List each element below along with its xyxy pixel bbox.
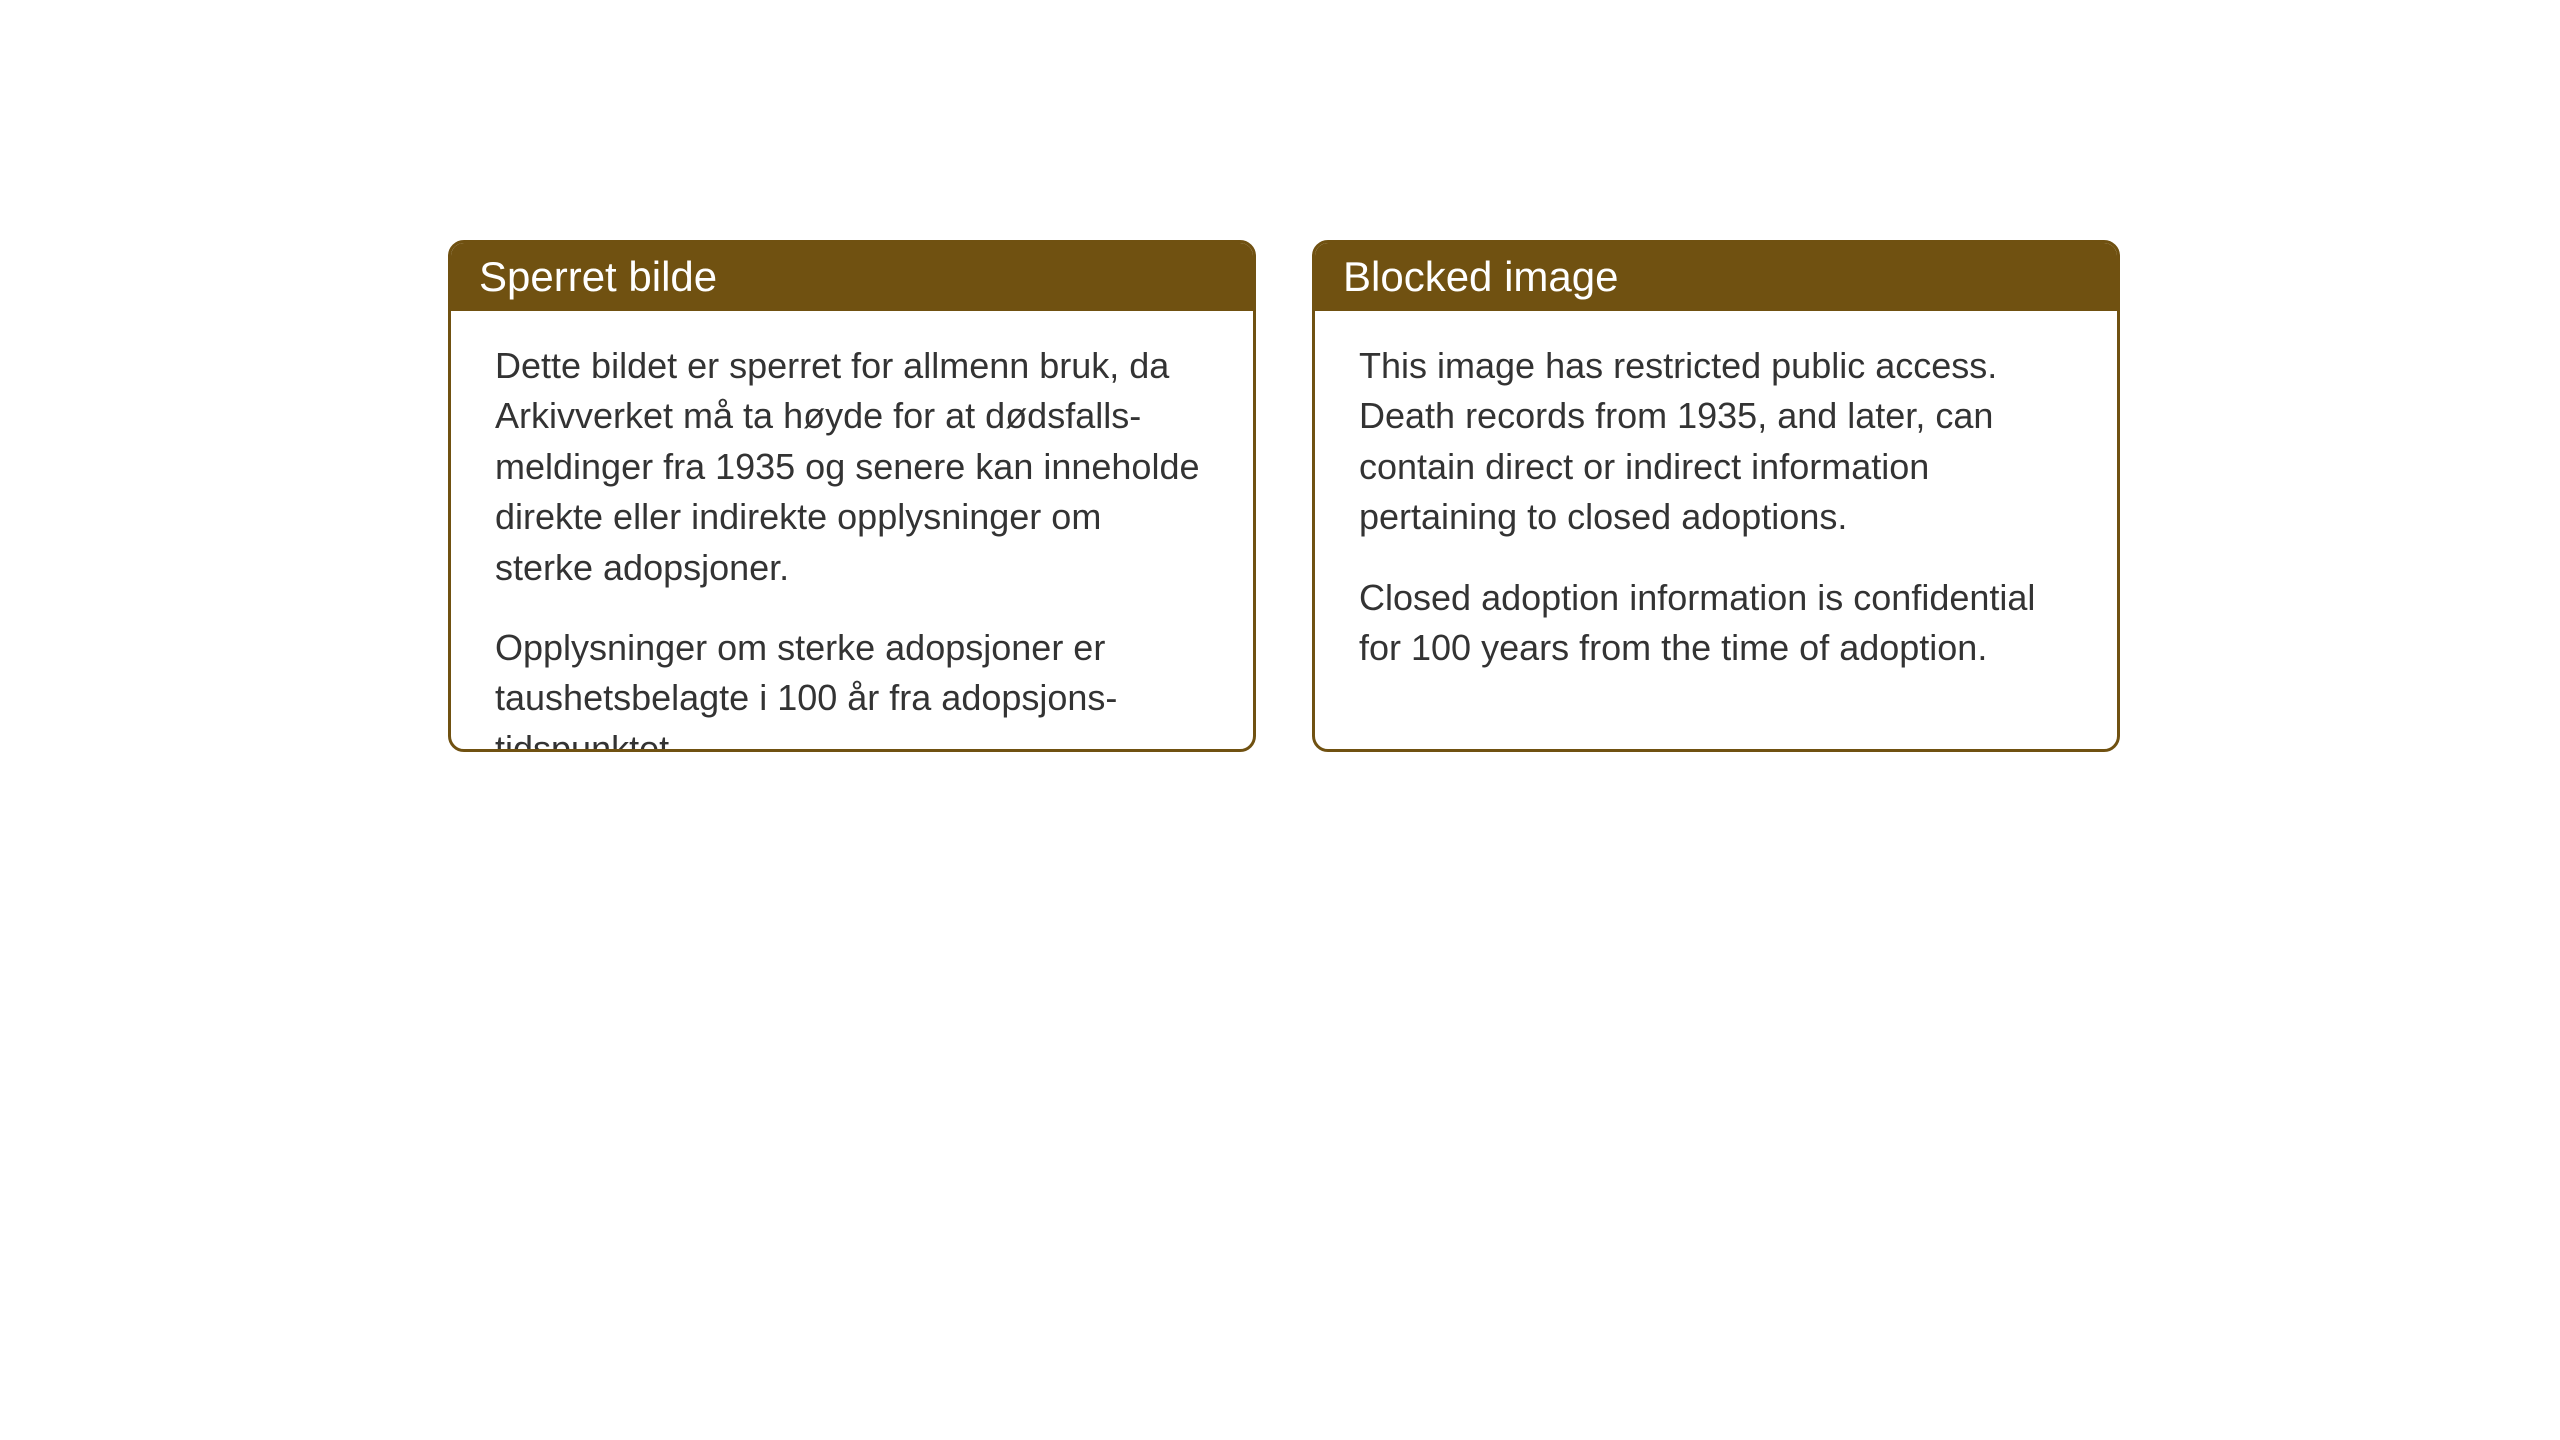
norwegian-notice-body: Dette bildet er sperret for allmenn bruk… [451,311,1253,752]
english-notice-box: Blocked image This image has restricted … [1312,240,2120,752]
norwegian-notice-box: Sperret bilde Dette bildet er sperret fo… [448,240,1256,752]
english-paragraph-2: Closed adoption information is confident… [1359,573,2073,674]
english-notice-title: Blocked image [1315,243,2117,311]
english-paragraph-1: This image has restricted public access.… [1359,341,2073,543]
norwegian-paragraph-2: Opplysninger om sterke adopsjoner er tau… [495,623,1209,752]
notice-container: Sperret bilde Dette bildet er sperret fo… [448,240,2120,752]
norwegian-paragraph-1: Dette bildet er sperret for allmenn bruk… [495,341,1209,593]
norwegian-notice-title: Sperret bilde [451,243,1253,311]
english-notice-body: This image has restricted public access.… [1315,311,2117,703]
